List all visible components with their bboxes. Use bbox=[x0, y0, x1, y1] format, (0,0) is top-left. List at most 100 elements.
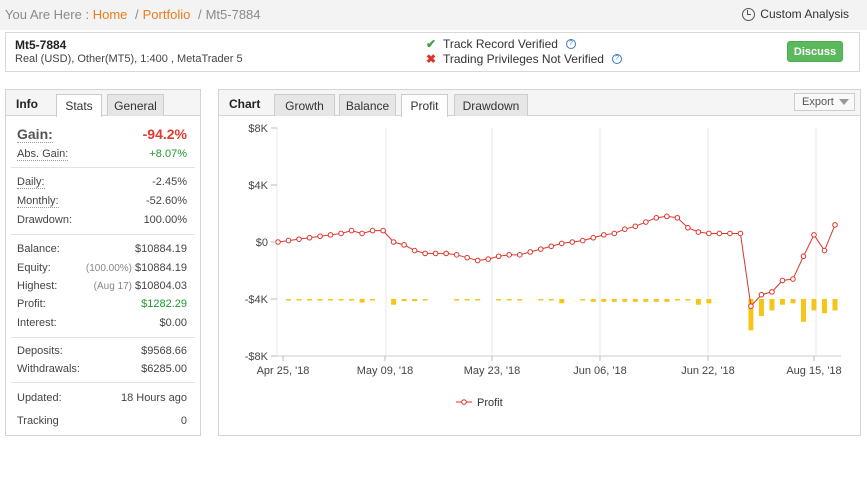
breadcrumb-bar: You Are Here : Home / Portfolio / Mt5-7884… bbox=[0, 0, 867, 30]
profit-point bbox=[443, 250, 449, 257]
account-description: Real (USD), Other(MT5), 1:400 , MetaTrad… bbox=[15, 53, 243, 65]
profit-point bbox=[327, 232, 334, 238]
profit-point bbox=[579, 237, 586, 244]
profit-point bbox=[296, 236, 302, 242]
tab-drawdown[interactable]: Drawdown bbox=[454, 94, 528, 116]
daily-bar bbox=[548, 299, 554, 301]
daily-bar bbox=[706, 299, 712, 304]
breadcrumb-prefix: You Are Here : bbox=[5, 7, 90, 22]
stat-value: -52.60% bbox=[146, 195, 187, 207]
daily-bar bbox=[821, 299, 827, 314]
y-tick-label: -$8K bbox=[245, 351, 269, 363]
stat-label: Daily: bbox=[17, 176, 45, 189]
help-icon[interactable]: ? bbox=[611, 54, 622, 64]
daily-bar bbox=[464, 299, 470, 301]
profit-point bbox=[453, 252, 460, 258]
profit-point bbox=[737, 230, 744, 237]
chart-legend[interactable]: Profit bbox=[456, 397, 503, 409]
chart-grid bbox=[276, 128, 841, 357]
daily-bar bbox=[748, 299, 754, 331]
stat-label: Balance: bbox=[17, 243, 60, 255]
daily-bar bbox=[580, 299, 586, 301]
stat-profit: Profit: $1282.29 bbox=[17, 298, 187, 310]
cross-icon: ✖ bbox=[426, 52, 437, 66]
stat-interest: Interest: $0.00 bbox=[17, 317, 187, 329]
profit-point bbox=[727, 230, 733, 237]
stat-label: Equity: bbox=[17, 262, 51, 274]
daily-bar bbox=[506, 299, 512, 301]
daily-bar bbox=[559, 299, 565, 304]
daily-bar bbox=[317, 299, 323, 301]
stat-updated: Updated: 18 Hours ago bbox=[17, 392, 187, 404]
stat-label: Abs. Gain: bbox=[17, 148, 69, 161]
custom-analysis-label: Custom Analysis bbox=[760, 7, 849, 21]
profit-point bbox=[516, 252, 523, 258]
breadcrumb-current: Mt5-7884 bbox=[205, 7, 261, 22]
stat-equity: Equity: (100.00%) $10884.19 bbox=[17, 262, 187, 274]
daily-bar bbox=[296, 299, 302, 301]
daily-bar bbox=[632, 299, 638, 302]
stat-sub: (100.00%) bbox=[85, 263, 132, 274]
profit-point bbox=[779, 277, 786, 284]
profit-point bbox=[622, 226, 628, 232]
breadcrumb-portfolio-link[interactable]: Portfolio bbox=[142, 7, 191, 22]
daily-bar bbox=[538, 299, 544, 301]
profit-point bbox=[821, 247, 828, 254]
profit-point bbox=[600, 232, 607, 238]
profit-point bbox=[338, 230, 344, 237]
daily-bar bbox=[422, 299, 428, 301]
divider bbox=[11, 234, 195, 235]
daily-bar bbox=[328, 299, 334, 301]
daily-bar bbox=[359, 299, 365, 303]
stat-value: $6285.00 bbox=[141, 363, 187, 375]
x-tick-label: Jun 22, '18 bbox=[681, 365, 734, 377]
daily-bar bbox=[611, 299, 617, 302]
daily-bar bbox=[590, 299, 596, 302]
stat-label: Interest: bbox=[17, 317, 57, 329]
profit-point bbox=[664, 213, 670, 220]
profit-point bbox=[474, 257, 481, 264]
stat-value: $10804.03 bbox=[135, 280, 187, 292]
daily-bar bbox=[370, 299, 376, 301]
stat-value: 18 Hours ago bbox=[120, 392, 187, 404]
stat-label: Deposits: bbox=[17, 345, 63, 357]
x-tick-label: Jun 06, '18 bbox=[573, 365, 626, 377]
profit-point bbox=[411, 247, 418, 254]
stat-deposits: Deposits: $9568.66 bbox=[17, 345, 187, 357]
stat-value: 100.00% bbox=[143, 214, 187, 226]
stat-label: Monthly: bbox=[17, 195, 59, 208]
y-tick-label: $0 bbox=[256, 237, 268, 249]
account-name: Mt5-7884 bbox=[15, 38, 67, 52]
discuss-button[interactable]: Discuss bbox=[787, 41, 843, 62]
trading-privileges-label: Trading Privileges Not Verified bbox=[443, 52, 604, 66]
daily-bar bbox=[286, 299, 292, 301]
stat-label: Updated: bbox=[17, 392, 62, 404]
stat-label: Drawdown: bbox=[17, 214, 73, 226]
help-icon[interactable]: ? bbox=[565, 39, 576, 49]
export-dropdown[interactable]: Export bbox=[794, 93, 855, 111]
daily-bar bbox=[401, 299, 407, 302]
daily-bar bbox=[601, 299, 607, 302]
tab-stats[interactable]: Stats bbox=[56, 94, 102, 117]
breadcrumb-home-link[interactable]: Home bbox=[92, 7, 128, 22]
export-label: Export bbox=[802, 96, 834, 108]
profit-point bbox=[306, 234, 313, 241]
profit-point bbox=[317, 233, 323, 240]
profit-point bbox=[811, 232, 817, 238]
breadcrumb-separator: / bbox=[197, 7, 202, 22]
divider bbox=[11, 382, 195, 383]
profit-point bbox=[748, 303, 754, 309]
profit-point bbox=[548, 243, 555, 250]
stat-highest: Highest: (Aug 17) $10804.03 bbox=[17, 280, 187, 292]
trading-privileges-status: ✖ Trading Privileges Not Verified ? bbox=[426, 52, 622, 66]
tab-general[interactable]: General bbox=[107, 94, 164, 116]
profit-point bbox=[401, 242, 407, 248]
legend-marker bbox=[461, 399, 467, 405]
profit-line bbox=[275, 213, 838, 309]
tab-growth[interactable]: Growth bbox=[274, 94, 335, 116]
tab-balance[interactable]: Balance bbox=[339, 94, 396, 116]
chart-panel-title: Chart bbox=[229, 97, 261, 111]
info-panel-title: Info bbox=[16, 97, 38, 111]
tab-profit[interactable]: Profit bbox=[401, 94, 448, 117]
custom-analysis-link[interactable]: Custom Analysis bbox=[742, 7, 849, 21]
